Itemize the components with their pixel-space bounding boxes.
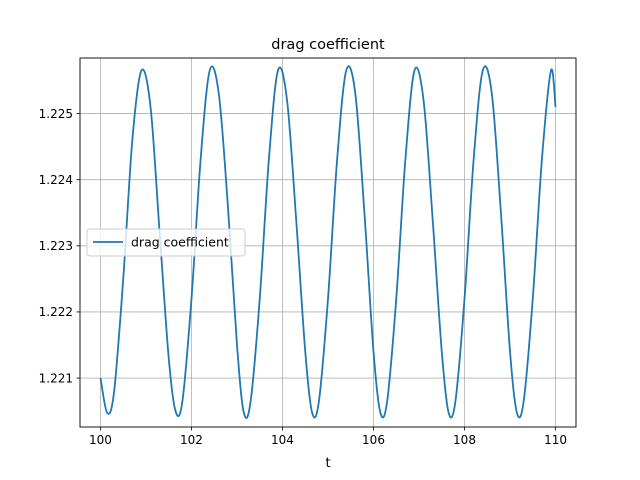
x-tick-label: 106: [362, 433, 385, 447]
plot-area: [99, 65, 557, 419]
x-tick-label: 100: [89, 433, 112, 447]
y-tick-label: 1.225: [39, 107, 73, 121]
legend-label: drag coefficient: [131, 235, 229, 250]
y-tick-label: 1.221: [39, 371, 73, 385]
x-tick-label: 104: [271, 433, 294, 447]
chart-title: drag coefficient: [271, 37, 385, 53]
ticks: 100 102 104 106 108 110 1.221 1.222 1.223 1.224 1.…: [39, 107, 567, 447]
axes-frame: [79, 57, 577, 428]
y-tick-label: 1.224: [39, 173, 73, 187]
y-tick-label: 1.222: [39, 305, 73, 319]
x-tick-label: 110: [544, 433, 567, 447]
legend: drag coefficient: [86, 228, 246, 257]
series-line: [99, 65, 557, 419]
y-tick-label: 1.223: [39, 239, 73, 253]
x-tick-label: 102: [180, 433, 203, 447]
x-axis-label: t: [325, 456, 330, 471]
legend-box: [86, 228, 246, 257]
x-tick-label: 108: [453, 433, 476, 447]
